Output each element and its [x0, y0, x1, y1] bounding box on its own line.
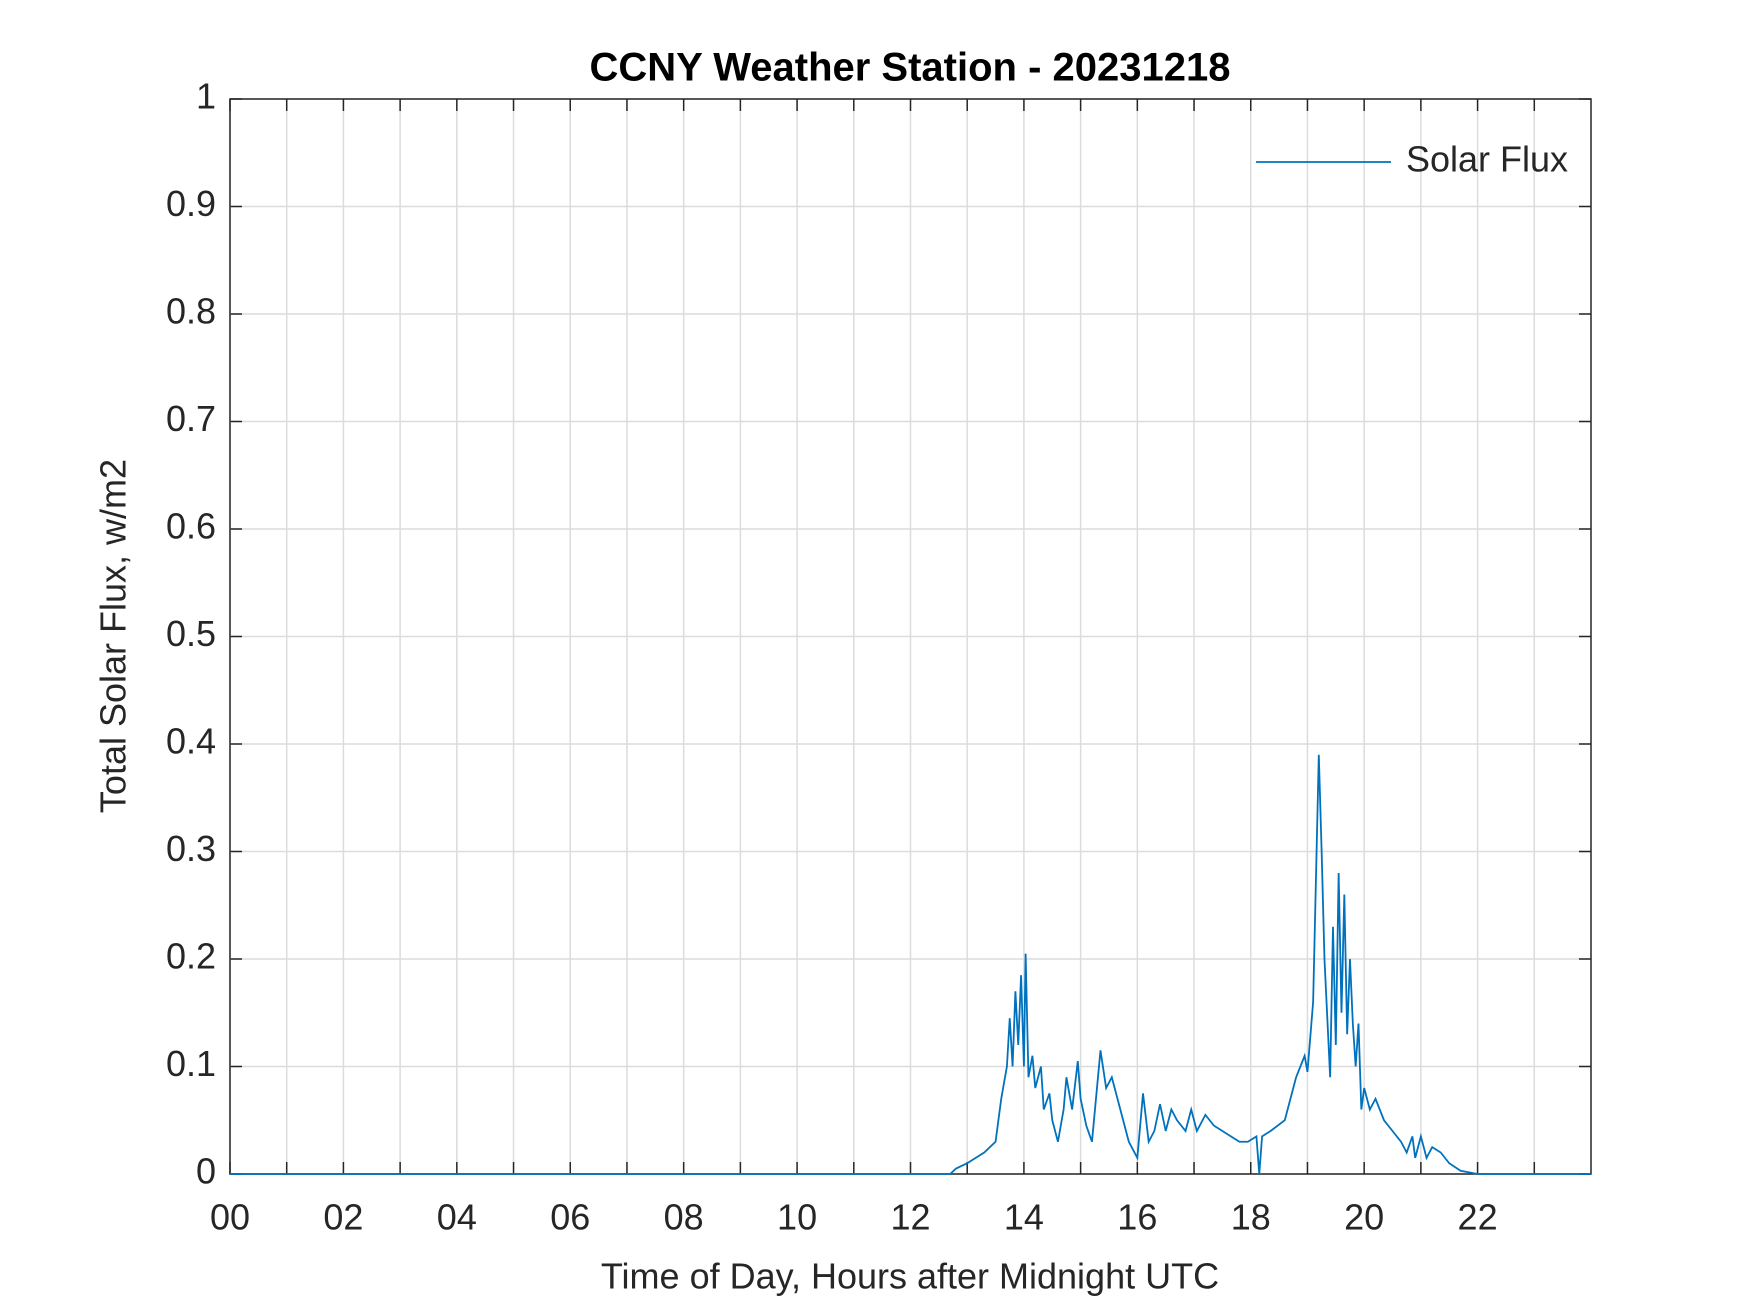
data-line — [230, 754, 1591, 1175]
y-axis-label: Total Solar Flux, w/m2 — [93, 459, 134, 813]
y-tick-label: 0.4 — [166, 721, 216, 762]
x-tick-label: 20 — [1344, 1197, 1384, 1238]
chart-title: CCNY Weather Station - 20231218 — [590, 46, 1231, 90]
y-tick-label: 0.7 — [166, 398, 216, 439]
x-tick-label: 16 — [1117, 1197, 1157, 1238]
y-tick-label: 0.5 — [166, 613, 216, 654]
x-tick-label: 08 — [664, 1197, 704, 1238]
x-tick-label: 02 — [323, 1197, 363, 1238]
x-tick-label: 18 — [1231, 1197, 1271, 1238]
x-tick-label: 04 — [437, 1197, 477, 1238]
y-tick-label: 0.1 — [166, 1043, 216, 1084]
y-tick-label: 0 — [196, 1151, 216, 1192]
y-tick-label: 0.3 — [166, 828, 216, 869]
x-tick-label: 06 — [550, 1197, 590, 1238]
y-tick-label: 1 — [196, 76, 216, 117]
y-tick-label: 0.6 — [166, 506, 216, 547]
y-tick-label: 0.8 — [166, 291, 216, 332]
x-tick-label: 00 — [210, 1197, 250, 1238]
x-axis-label: Time of Day, Hours after Midnight UTC — [601, 1256, 1219, 1297]
x-tick-label: 12 — [890, 1197, 930, 1238]
x-tick-label: 14 — [1004, 1197, 1044, 1238]
x-tick-label: 10 — [777, 1197, 817, 1238]
y-tick-label: 0.2 — [166, 936, 216, 977]
legend-label: Solar Flux — [1406, 139, 1568, 180]
y-tick-label: 0.9 — [166, 183, 216, 224]
x-tick-label: 22 — [1458, 1197, 1498, 1238]
